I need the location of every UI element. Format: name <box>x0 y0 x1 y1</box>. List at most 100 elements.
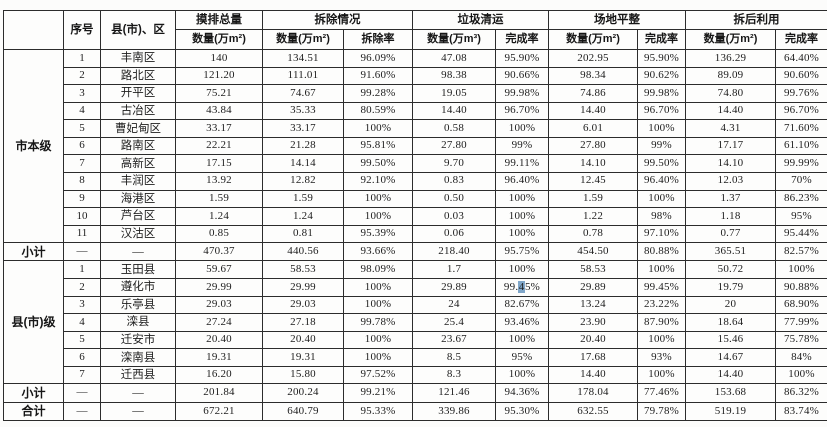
region-cell: 汉沽区 <box>100 224 176 244</box>
value-cell: 454.50 <box>548 242 638 262</box>
value-cell: 100% <box>495 260 549 280</box>
region-cell: — <box>100 242 176 262</box>
value-cell: 99% <box>637 136 686 156</box>
value-cell: 74.86 <box>548 84 638 103</box>
region-cell: 曹妃甸区 <box>100 119 176 138</box>
region-cell: — <box>100 383 176 403</box>
col-group-demolition: 拆除情况 <box>262 10 413 30</box>
value-cell: 98.38 <box>412 66 496 86</box>
value-cell: 25.4 <box>412 313 496 332</box>
value-cell: 121.20 <box>175 66 263 86</box>
value-cell: 92.10% <box>343 171 413 191</box>
value-cell: 100% <box>343 207 413 226</box>
value-cell: 100% <box>775 260 827 280</box>
value-cell: 1.7 <box>412 260 496 280</box>
value-cell: 95.44% <box>775 224 827 244</box>
value-cell: 0.83 <box>412 171 496 191</box>
value-cell: 0.50 <box>412 189 496 209</box>
value-cell: 89.09 <box>685 66 776 86</box>
table-row: 6 路南区 22.21 21.28 95.81% 27.80 99% 27.80 99% 17.1… <box>4 136 827 156</box>
subcol-leveling-qty: 数量(万m²) <box>548 29 638 50</box>
subcol-demolition-rate: 拆除率 <box>343 29 413 50</box>
value-cell: 50.72 <box>685 260 776 280</box>
region-cell: 玉田县 <box>100 260 176 280</box>
seq-cell: 2 <box>63 66 101 86</box>
col-group-garbage-removal: 垃圾清运 <box>412 10 549 30</box>
value-cell: 99.50% <box>637 154 686 173</box>
value-cell: 23.67 <box>412 330 496 350</box>
value-cell: 91.60% <box>343 66 413 86</box>
highlighted-text: 4 <box>518 280 525 293</box>
value-cell: 100% <box>637 119 686 138</box>
table-row: 3 开平区 75.21 74.67 99.28% 19.05 99.98% 74.86 99.9… <box>4 84 827 103</box>
value-cell: 98.09% <box>343 260 413 280</box>
row-label-cell: 合计 <box>3 401 64 422</box>
value-cell: 15.46 <box>685 330 776 350</box>
value-cell: 100% <box>637 260 686 280</box>
value-cell: 470.37 <box>175 242 263 262</box>
value-cell: 97.10% <box>637 224 686 244</box>
region-cell: 开平区 <box>100 84 176 103</box>
value-cell: 99.98% <box>637 84 686 103</box>
seq-cell: 4 <box>63 313 101 332</box>
seq-cell: 11 <box>63 224 101 244</box>
subcol-survey-qty: 数量(万m²) <box>175 29 263 50</box>
region-cell: 乐亭县 <box>100 295 176 315</box>
value-cell: 100% <box>495 119 549 138</box>
group-label-cell: 县(市)级 <box>3 260 64 385</box>
value-cell: 82.57% <box>775 242 827 262</box>
table-row: 小计 — —470.37 440.56 93.66% 218.40 95.75% 454.50… <box>3 242 827 262</box>
table-row: 2 路北区 121.20 111.01 91.60% 98.38 90.66% 98.34 90… <box>4 66 827 86</box>
value-cell: 20.40 <box>548 330 638 350</box>
value-cell: 9.70 <box>412 154 496 173</box>
region-cell: 滦南县 <box>100 348 176 367</box>
value-cell: 519.19 <box>685 401 776 422</box>
value-cell: 15.80 <box>262 365 344 385</box>
value-cell: 97.52% <box>343 365 413 385</box>
value-cell: 1.24 <box>175 207 263 226</box>
region-cell: 丰润区 <box>100 171 176 191</box>
value-cell: 95.39% <box>343 224 413 244</box>
value-cell: 58.53 <box>262 260 344 280</box>
value-cell: 1.18 <box>685 207 776 226</box>
value-cell: 0.77 <box>685 224 776 244</box>
value-cell: 134.51 <box>262 49 344 68</box>
value-cell: 95.30% <box>495 401 549 422</box>
value-cell: 33.17 <box>262 119 344 138</box>
seq-cell: 7 <box>63 154 101 173</box>
value-cell: 90.62% <box>637 66 686 86</box>
value-cell: 100% <box>637 189 686 209</box>
table-row: 5 曹妃甸区 33.17 33.17 100% 0.58 100% 6.01 100% 4.31 7… <box>4 119 827 138</box>
value-cell: 96.70% <box>495 101 549 121</box>
seq-cell: — <box>63 242 101 262</box>
value-cell: 202.95 <box>548 49 638 68</box>
value-cell: 96.09% <box>343 49 413 68</box>
value-cell: 82.67% <box>495 295 549 315</box>
value-cell: 99.21% <box>343 383 413 403</box>
value-cell: 14.40 <box>685 365 776 385</box>
value-cell: 86.32% <box>775 383 827 403</box>
value-cell: 100% <box>775 365 827 385</box>
value-cell: 99.45% <box>637 278 686 297</box>
value-cell: 83.74% <box>775 401 827 422</box>
value-cell: 29.03 <box>262 295 344 315</box>
region-cell: 迁西县 <box>100 365 176 385</box>
value-cell: 22.21 <box>175 136 263 156</box>
value-cell: 29.03 <box>175 295 263 315</box>
col-group-survey-total: 摸排总量 <box>175 10 263 30</box>
value-cell: 12.45 <box>548 171 638 191</box>
value-cell: 95.90% <box>495 49 549 68</box>
value-cell: 100% <box>343 348 413 367</box>
region-cell: 海港区 <box>100 189 176 209</box>
subcol-garbage-qty: 数量(万m³) <box>412 29 496 50</box>
seq-cell: 1 <box>63 260 101 280</box>
table-row: 6 滦南县 19.31 19.31 100% 8.5 95% 17.68 93% 14.67 84% <box>4 348 827 367</box>
col-group-site-leveling: 场地平整 <box>548 10 686 30</box>
value-cell: 1.59 <box>262 189 344 209</box>
value-cell: 90.88% <box>775 278 827 297</box>
value-cell: 96.40% <box>637 171 686 191</box>
table-row: 3 乐亭县 29.03 29.03 100% 24 82.67% 13.24 23.22% 20 6… <box>4 295 827 315</box>
value-cell: 77.46% <box>637 383 686 403</box>
table-row: 8 丰润区 13.92 12.82 92.10% 0.83 96.40% 12.45 96.40… <box>4 171 827 191</box>
seq-cell: 5 <box>63 330 101 350</box>
